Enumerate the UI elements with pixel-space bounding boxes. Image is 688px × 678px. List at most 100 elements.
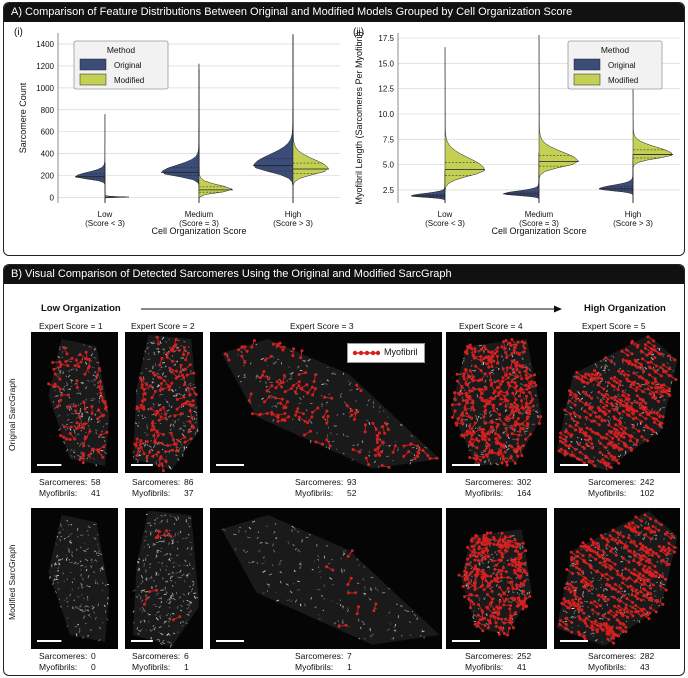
sarcomere-marker xyxy=(513,346,517,350)
sarcomere-marker xyxy=(626,397,630,401)
fluorescence-speck xyxy=(161,362,165,364)
fluorescence-speck xyxy=(81,412,83,416)
sarcomere-marker xyxy=(276,413,280,417)
sarcomere-marker xyxy=(610,360,613,364)
fluorescence-speck xyxy=(168,617,172,621)
fluorescence-speck xyxy=(67,374,71,378)
sarcomere-marker xyxy=(627,560,631,564)
sarcomere-marker xyxy=(584,401,588,405)
sarcomere-marker xyxy=(482,415,486,419)
fluorescence-speck xyxy=(535,409,538,412)
fluorescence-speck xyxy=(176,576,180,578)
fluorescence-speck xyxy=(169,423,172,428)
fluorescence-speck xyxy=(73,599,76,601)
fluorescence-speck xyxy=(364,638,366,640)
fluorescence-speck xyxy=(158,522,161,524)
sarcomere-marker xyxy=(73,364,77,368)
sarcomere-marker xyxy=(652,391,656,395)
sarcomere-marker xyxy=(584,415,588,419)
fluorescence-speck xyxy=(101,589,104,592)
sarcomere-marker xyxy=(499,382,503,386)
fluorescence-speck xyxy=(642,411,644,414)
sarcomere-marker xyxy=(495,349,499,353)
sarcomere-marker xyxy=(296,407,300,411)
fluorescence-speck xyxy=(93,611,96,614)
fluorescence-speck xyxy=(164,586,166,590)
fluorescence-speck xyxy=(75,368,78,372)
sarcomere-marker xyxy=(325,565,329,569)
fluorescence-speck xyxy=(88,346,91,348)
sarcomere-marker xyxy=(525,572,529,576)
sarcomere-marker xyxy=(616,388,620,392)
fluorescence-speck xyxy=(55,542,58,546)
fluorescence-speck xyxy=(641,383,645,386)
sarcomere-marker xyxy=(175,375,179,379)
sarcomere-marker xyxy=(652,420,656,424)
fluorescence-speck xyxy=(493,565,496,567)
fluorescence-speck xyxy=(661,580,663,583)
fluorescence-speck xyxy=(641,371,644,375)
fluorescence-speck xyxy=(377,465,380,469)
sarcomere-marker xyxy=(53,372,57,376)
fluorescence-speck xyxy=(93,348,96,351)
fluorescence-speck xyxy=(96,552,98,555)
sarcomere-marker xyxy=(310,415,314,419)
fluorescence-speck xyxy=(502,358,505,362)
fluorescence-speck xyxy=(80,585,84,589)
fluorescence-speck xyxy=(91,605,93,607)
fluorescence-speck xyxy=(483,361,485,365)
sarcomere-marker xyxy=(97,367,101,370)
sarcomere-marker xyxy=(497,393,501,397)
sarcomere-marker xyxy=(625,597,629,600)
sarcomere-marker xyxy=(59,398,63,402)
sarcomere-marker xyxy=(480,378,484,382)
fluorescence-speck xyxy=(81,609,83,612)
sarcomere-marker xyxy=(511,391,515,395)
fluorescence-speck xyxy=(79,628,81,630)
fluorescence-speck xyxy=(290,350,293,353)
fluorescence-speck xyxy=(580,407,583,411)
sarcomere-marker xyxy=(506,576,510,579)
fluorescence-speck xyxy=(142,357,145,360)
sarcomere-marker xyxy=(182,402,186,406)
fluorescence-speck xyxy=(470,579,472,583)
fluorescence-speck xyxy=(168,542,170,545)
fluorescence-speck xyxy=(90,399,94,401)
sarcomere-marker xyxy=(169,534,173,538)
sarcomere-marker xyxy=(490,600,494,604)
violin-original xyxy=(598,154,634,203)
fluorescence-speck xyxy=(463,389,466,392)
sarcomere-marker xyxy=(589,580,593,584)
fluorescence-speck xyxy=(95,413,97,416)
fluorescence-speck xyxy=(87,534,89,536)
fluorescence-speck xyxy=(154,605,158,608)
fluorescence-speck xyxy=(57,559,60,561)
sarcomere-marker xyxy=(492,607,496,611)
fluorescence-speck xyxy=(411,446,415,449)
fluorescence-speck xyxy=(371,633,374,636)
fluorescence-speck xyxy=(656,561,659,563)
sarcomere-marker xyxy=(487,365,491,369)
fluorescence-speck xyxy=(88,371,90,373)
fluorescence-speck xyxy=(169,346,171,350)
fluorescence-speck xyxy=(178,577,182,579)
sarcomere-marker xyxy=(514,420,518,424)
sarcomere-marker xyxy=(493,567,497,571)
sarcomere-marker xyxy=(503,548,507,552)
fluorescence-speck xyxy=(188,533,190,536)
fluorescence-speck xyxy=(140,372,143,375)
fluorescence-speck xyxy=(179,530,182,534)
fluorescence-speck xyxy=(478,608,480,610)
sarcomere-marker xyxy=(610,402,614,406)
sarcomere-marker xyxy=(194,393,198,396)
sarcomere-marker xyxy=(635,386,639,389)
legend-swatch-original xyxy=(573,58,601,71)
sarcomere-marker xyxy=(563,449,567,453)
sarcomere-marker xyxy=(558,435,562,439)
sarcomere-marker xyxy=(148,384,152,388)
fluorescence-speck xyxy=(344,549,346,552)
fluorescence-speck xyxy=(474,451,476,454)
fluorescence-speck xyxy=(340,557,342,559)
sarcomere-marker xyxy=(274,386,278,390)
sarcomere-marker xyxy=(473,583,477,587)
